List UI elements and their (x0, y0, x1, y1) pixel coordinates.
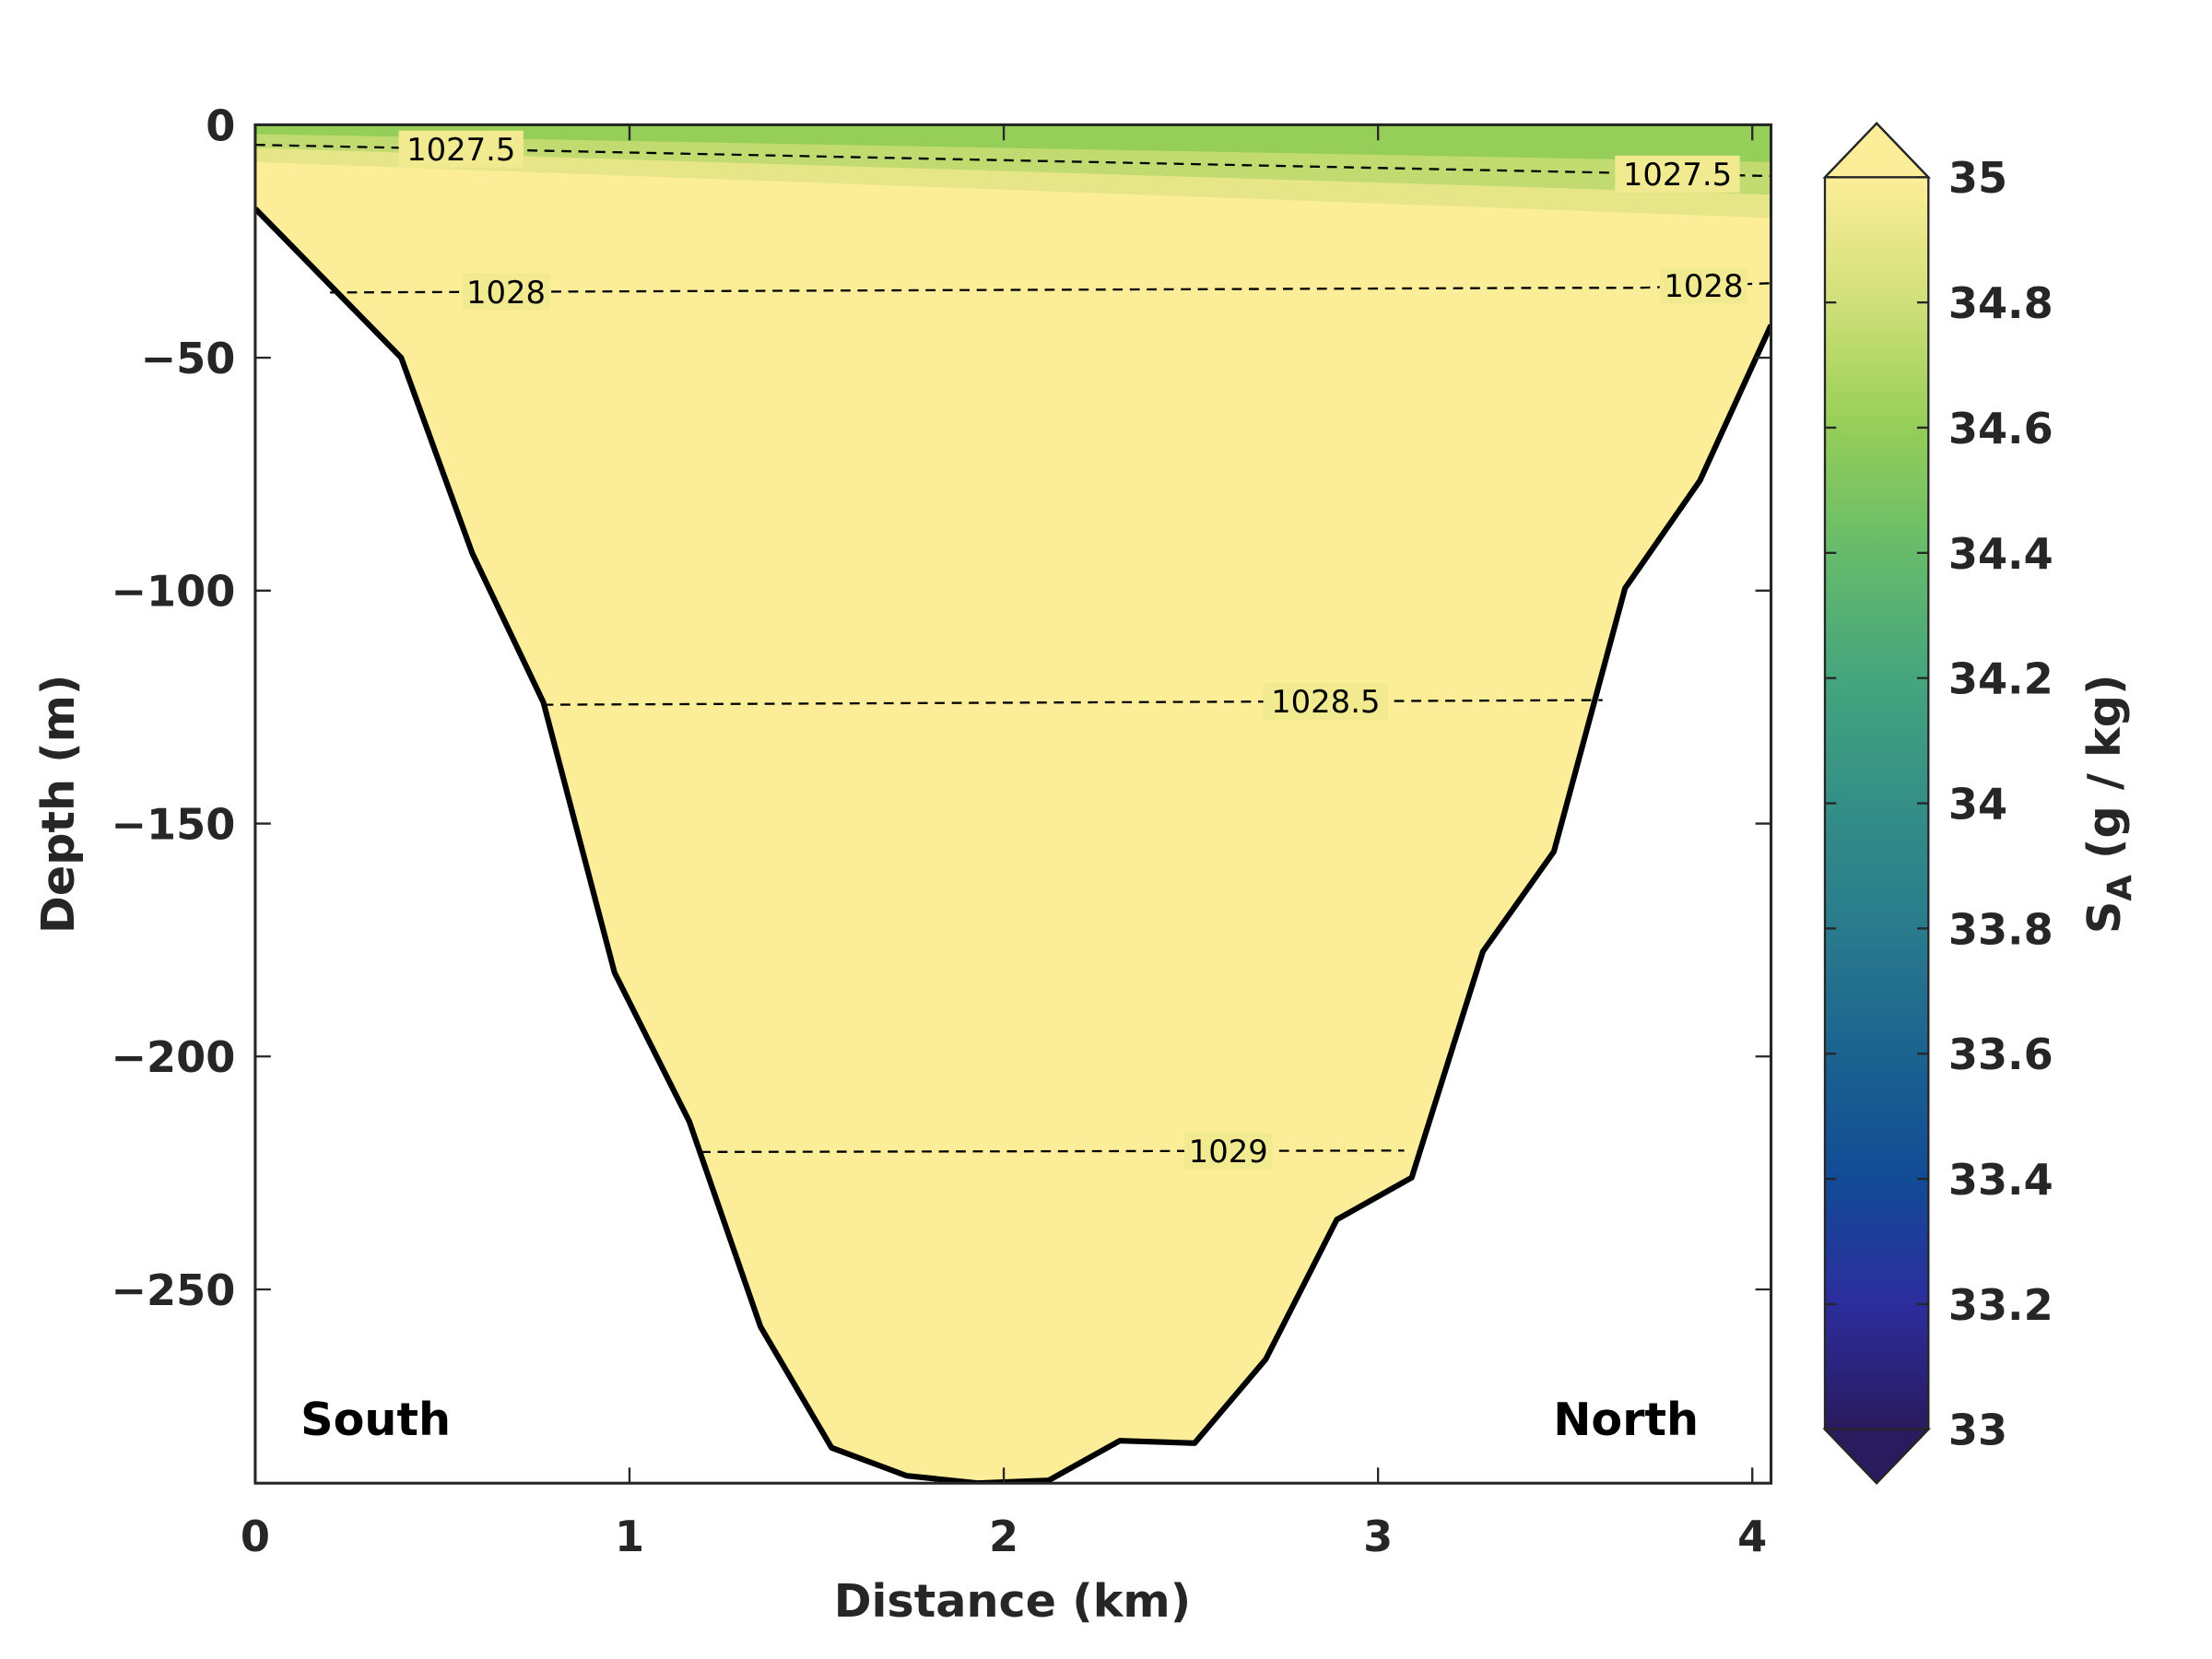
annotation-south: South (300, 1393, 451, 1446)
x-tick-label: 1 (615, 1512, 644, 1561)
colorbar-tick-label: 34.6 (1948, 404, 2053, 453)
colorbar-tick-label: 35 (1948, 153, 2007, 203)
salinity-surface-layer (254, 124, 1771, 162)
colorbar-tick-label: 34.8 (1948, 278, 2053, 328)
contour-label: 1028 (466, 275, 546, 311)
colorbar-tick-label: 34.2 (1948, 654, 2053, 704)
x-tick-label: 4 (1737, 1512, 1767, 1561)
contour-label: 1027.5 (1623, 157, 1732, 193)
x-tick-label: 0 (241, 1512, 270, 1561)
y-tick-label: −250 (111, 1265, 235, 1315)
y-tick-label: −100 (111, 567, 235, 617)
x-tick-label: 2 (989, 1512, 1018, 1561)
axes-box (253, 123, 1773, 1485)
colorbar-max-extension (1822, 122, 1932, 179)
y-axis-label: Depth (m) (31, 675, 85, 934)
contour-label-bg (1184, 1132, 1273, 1170)
colorbar-tick-label: 33.6 (1948, 1030, 2053, 1079)
annotation-north: North (1553, 1393, 1699, 1446)
contour-label: 1027.5 (406, 132, 515, 168)
colorbar-tick-label: 33.8 (1948, 904, 2053, 954)
density-contour-1028.5 (543, 699, 1603, 706)
colorbar-tick-label: 34.4 (1948, 529, 2053, 579)
bathymetry-line (254, 206, 1771, 1484)
y-tick-label: 0 (206, 100, 235, 150)
density-contour-1027.5 (254, 143, 1771, 178)
colorbar-tick-label: 34 (1948, 779, 2007, 829)
y-tick-label: −150 (111, 799, 235, 849)
colorbar-tick-label: 33 (1948, 1406, 2007, 1455)
y-tick-label: −200 (111, 1032, 235, 1082)
colorbar: 33 33.2 33.4 33.6 33.8 34 34.2 34.4 34.6 34.8 35 (1822, 122, 2053, 1485)
contour-label-bg (1263, 682, 1388, 720)
colorbar-label: SA (g / kg) (2077, 675, 2139, 935)
colorbar-tick-label: 33.4 (1948, 1155, 2053, 1205)
colorbar-min-extension (1822, 1428, 1932, 1485)
x-axis-label: Distance (km) (834, 1574, 1192, 1628)
density-contour-1029 (700, 1149, 1405, 1154)
contour-label: 1029 (1189, 1134, 1268, 1170)
contour-label-bg (462, 273, 550, 311)
colorbar-gradient (1825, 177, 1929, 1430)
contour-label-bg (398, 130, 524, 168)
contour-label: 1028 (1664, 268, 1743, 304)
plot-area: 1027.5 1027.5 1028 1028 1028.5 1029 (254, 124, 1771, 1484)
y-tick-label: −50 (141, 334, 236, 383)
contour-label: 1028.5 (1271, 684, 1380, 720)
x-tick-label: 3 (1363, 1512, 1393, 1561)
contour-label-bg (1659, 266, 1748, 304)
seabed-mask (254, 208, 1771, 1484)
contour-label-bg (1615, 155, 1740, 193)
density-contour-1028 (330, 282, 1771, 294)
colorbar-tick-label: 33.2 (1948, 1280, 2053, 1330)
